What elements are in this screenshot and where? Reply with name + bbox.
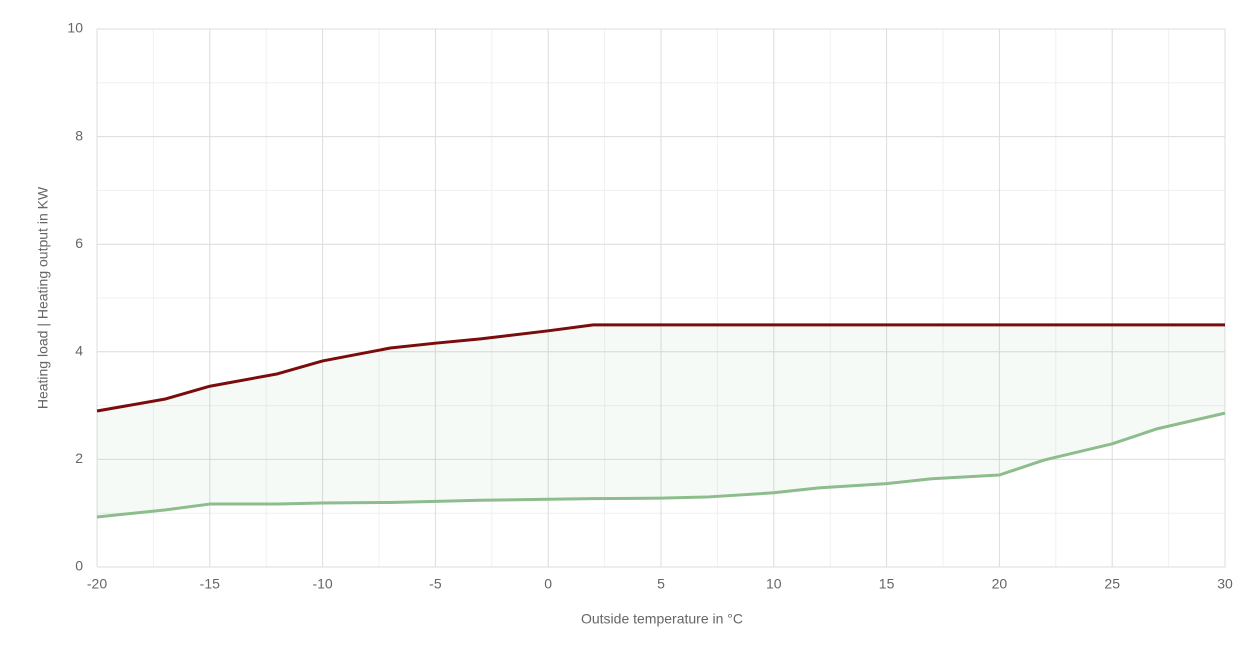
- band-fill: [97, 324, 1225, 517]
- x-tick-label: 5: [657, 576, 665, 592]
- x-tick-label: -10: [312, 576, 332, 592]
- y-tick-label: 8: [75, 127, 83, 143]
- x-tick-label: -20: [87, 576, 107, 592]
- y-tick-label: 0: [75, 558, 83, 574]
- x-tick-label: 15: [879, 576, 895, 592]
- x-axis-label: Outside temperature in °C: [581, 611, 743, 627]
- line: [96, 411, 1226, 519]
- x-tick-label: 25: [1104, 576, 1120, 592]
- y-tick-label: 2: [75, 450, 83, 466]
- x-tick-label: 0: [544, 576, 552, 592]
- x-tick-label: -5: [429, 576, 442, 592]
- y-axis-label: Heating load | Heating output in KW: [35, 186, 51, 409]
- y-tick-label: 4: [75, 343, 83, 359]
- line: [96, 323, 1225, 413]
- y-tick-label: 10: [67, 20, 83, 36]
- y-tick-label: 6: [75, 235, 83, 251]
- x-tick-label: 20: [992, 576, 1008, 592]
- x-tick-label: 10: [766, 576, 782, 592]
- x-tick-label: 30: [1217, 576, 1233, 592]
- x-tick-label: -15: [200, 576, 220, 592]
